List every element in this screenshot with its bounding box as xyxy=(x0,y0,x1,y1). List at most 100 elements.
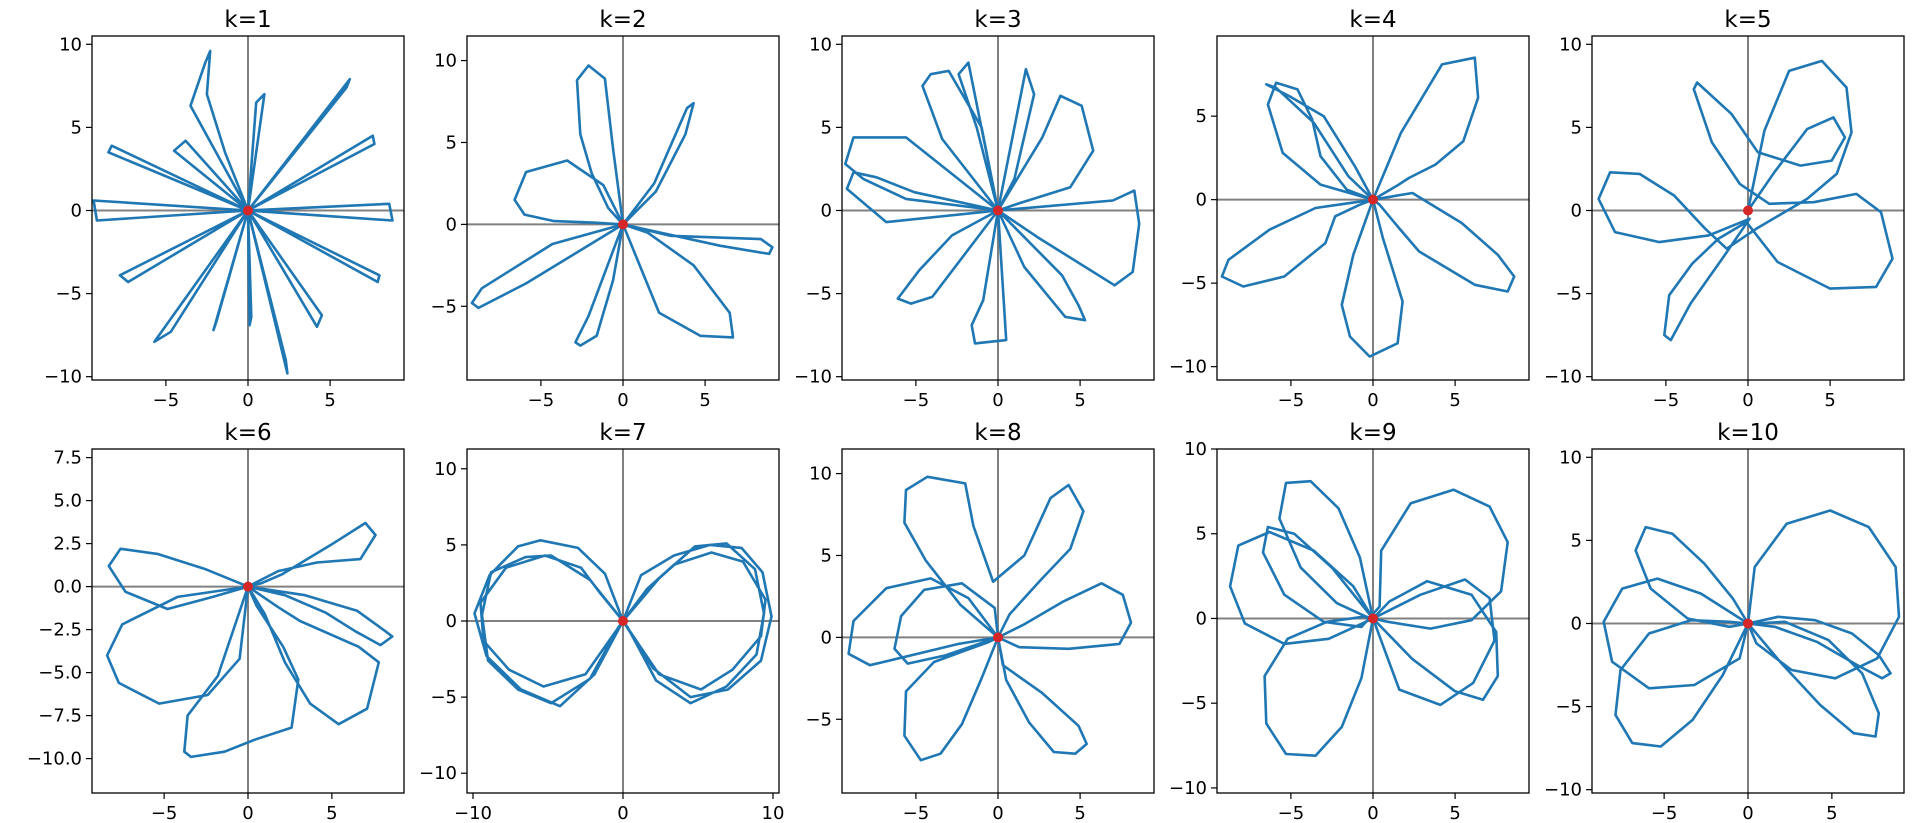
y-tick-label: −10 xyxy=(794,367,832,388)
subplot-k1: −5 0 5 −10 −5 0 5 10 k=1 xyxy=(44,7,405,411)
x-tick-label: 5 xyxy=(1449,803,1460,823)
subplot-k7: −10 0 10 −10 −5 0 5 10 k=7 xyxy=(419,420,784,823)
x-tick-label: 5 xyxy=(1824,390,1835,411)
curve-series xyxy=(844,61,1141,345)
y-tick-label: 10 xyxy=(809,34,832,55)
x-tick-label: −5 xyxy=(528,390,555,411)
y-tick-label: −10 xyxy=(1169,357,1207,378)
origin-marker xyxy=(1743,618,1753,629)
y-tick-label: 5 xyxy=(821,545,832,566)
x-tick-label: 0 xyxy=(1742,803,1753,823)
y-tick-label: −10.0 xyxy=(27,749,82,770)
x-tick-label: −5 xyxy=(1653,390,1680,411)
subplot-k6: −5 0 5 −10.0 −7.5 −5.0 −2.5 0.0 2.5 5.0 7.5 k=6 xyxy=(27,420,405,823)
y-tick-label: −5.0 xyxy=(38,663,82,684)
x-tick-label: 5 xyxy=(1074,803,1085,823)
subplot-k2: −5 0 5 −5 0 5 10 k=2 xyxy=(430,7,780,411)
curve-series xyxy=(847,475,1133,762)
subplot-title: k=9 xyxy=(1349,420,1396,446)
x-tick-label: −10 xyxy=(454,803,492,823)
subplot-title: k=3 xyxy=(974,7,1021,33)
y-tick-label: −5 xyxy=(55,284,82,305)
y-tick-label: 5 xyxy=(446,535,457,556)
origin-marker xyxy=(618,219,628,230)
origin-marker xyxy=(1368,613,1378,624)
origin-marker xyxy=(243,581,253,592)
y-tick-label: 5 xyxy=(71,117,82,138)
x-tick-label: −5 xyxy=(151,803,178,823)
origin-marker xyxy=(618,616,628,626)
y-tick-label: −10 xyxy=(44,367,82,388)
subplot-title: k=1 xyxy=(224,7,271,33)
y-tick-label: 10 xyxy=(1184,439,1207,460)
x-tick-label: 0 xyxy=(242,803,253,823)
origin-marker xyxy=(993,632,1003,643)
y-tick-label: 10 xyxy=(434,51,457,72)
subplot-k9: −5 0 5 −10 −5 0 5 10 k=9 xyxy=(1169,420,1530,823)
y-tick-label: 2.5 xyxy=(53,534,82,555)
x-tick-label: 10 xyxy=(762,803,785,823)
origin-marker xyxy=(243,205,253,216)
x-tick-label: 0 xyxy=(617,390,628,411)
x-tick-label: 5 xyxy=(1826,803,1837,823)
subplot-title: k=4 xyxy=(1349,7,1396,33)
y-tick-label: −5 xyxy=(1180,273,1207,294)
subplot-title: k=6 xyxy=(224,420,271,446)
x-tick-label: −5 xyxy=(1651,803,1678,823)
y-tick-label: −5 xyxy=(805,709,832,730)
y-tick-label: −10 xyxy=(1544,780,1582,801)
y-tick-label: −5 xyxy=(430,296,457,317)
subplot-title: k=2 xyxy=(599,7,646,33)
x-tick-label: 0 xyxy=(242,390,253,411)
y-tick-label: 5 xyxy=(821,117,832,138)
x-tick-label: 0 xyxy=(1367,803,1378,823)
y-tick-label: 7.5 xyxy=(53,448,82,469)
y-tick-label: 0 xyxy=(1571,200,1582,221)
y-tick-label: −5 xyxy=(1555,697,1582,718)
x-tick-label: 0 xyxy=(1742,390,1753,411)
y-tick-label: 5 xyxy=(1571,530,1582,551)
subplot-grid: −5 0 5 −10 −5 0 5 10 k=1 −5 0 5 −5 0 5 10 k=2 −5 0 5 −10 −5 0 5… xyxy=(27,7,1905,823)
y-tick-label: −5 xyxy=(1555,284,1582,305)
y-tick-label: 10 xyxy=(434,459,457,480)
y-tick-label: 5 xyxy=(1196,524,1207,545)
y-tick-label: 5 xyxy=(446,132,457,153)
curve-series xyxy=(92,49,394,375)
y-tick-label: 5.0 xyxy=(53,491,82,512)
x-tick-label: 0 xyxy=(992,390,1003,411)
curve-series xyxy=(1228,479,1509,757)
y-tick-label: 10 xyxy=(1559,447,1582,468)
x-tick-label: −5 xyxy=(1278,803,1305,823)
x-tick-label: 5 xyxy=(1449,390,1460,411)
origin-marker xyxy=(993,205,1003,216)
y-tick-label: −10 xyxy=(1169,778,1207,799)
x-tick-label: −5 xyxy=(903,390,930,411)
y-tick-label: −5 xyxy=(805,284,832,305)
x-tick-label: 0 xyxy=(617,803,628,823)
subplot-k8: −5 0 5 −5 0 5 10 k=8 xyxy=(805,420,1155,823)
y-tick-label: 5 xyxy=(1196,106,1207,127)
subplot-k4: −5 0 5 −10 −5 0 5 k=4 xyxy=(1169,7,1530,411)
y-tick-label: 0 xyxy=(821,627,832,648)
subplot-k3: −5 0 5 −10 −5 0 5 10 k=3 xyxy=(794,7,1155,411)
x-tick-label: −5 xyxy=(1278,390,1305,411)
y-tick-label: 10 xyxy=(1559,34,1582,55)
y-tick-label: 0 xyxy=(1196,190,1207,211)
x-tick-label: 5 xyxy=(699,390,710,411)
y-tick-label: −5 xyxy=(1180,693,1207,714)
y-tick-label: −10 xyxy=(419,763,457,784)
y-tick-label: 0 xyxy=(1571,613,1582,634)
x-tick-label: 0 xyxy=(992,803,1003,823)
y-tick-label: −7.5 xyxy=(38,706,82,727)
y-tick-label: 0.0 xyxy=(53,577,82,598)
x-tick-label: −5 xyxy=(153,390,180,411)
x-tick-label: 5 xyxy=(1074,390,1085,411)
curve-series xyxy=(1220,56,1516,358)
curve-series xyxy=(105,521,394,759)
x-tick-label: 5 xyxy=(324,390,335,411)
curve-series xyxy=(1597,59,1894,342)
origin-marker xyxy=(1743,205,1753,216)
x-tick-label: 0 xyxy=(1367,390,1378,411)
subplot-k5: −5 0 5 −10 −5 0 5 10 k=5 xyxy=(1544,7,1905,411)
